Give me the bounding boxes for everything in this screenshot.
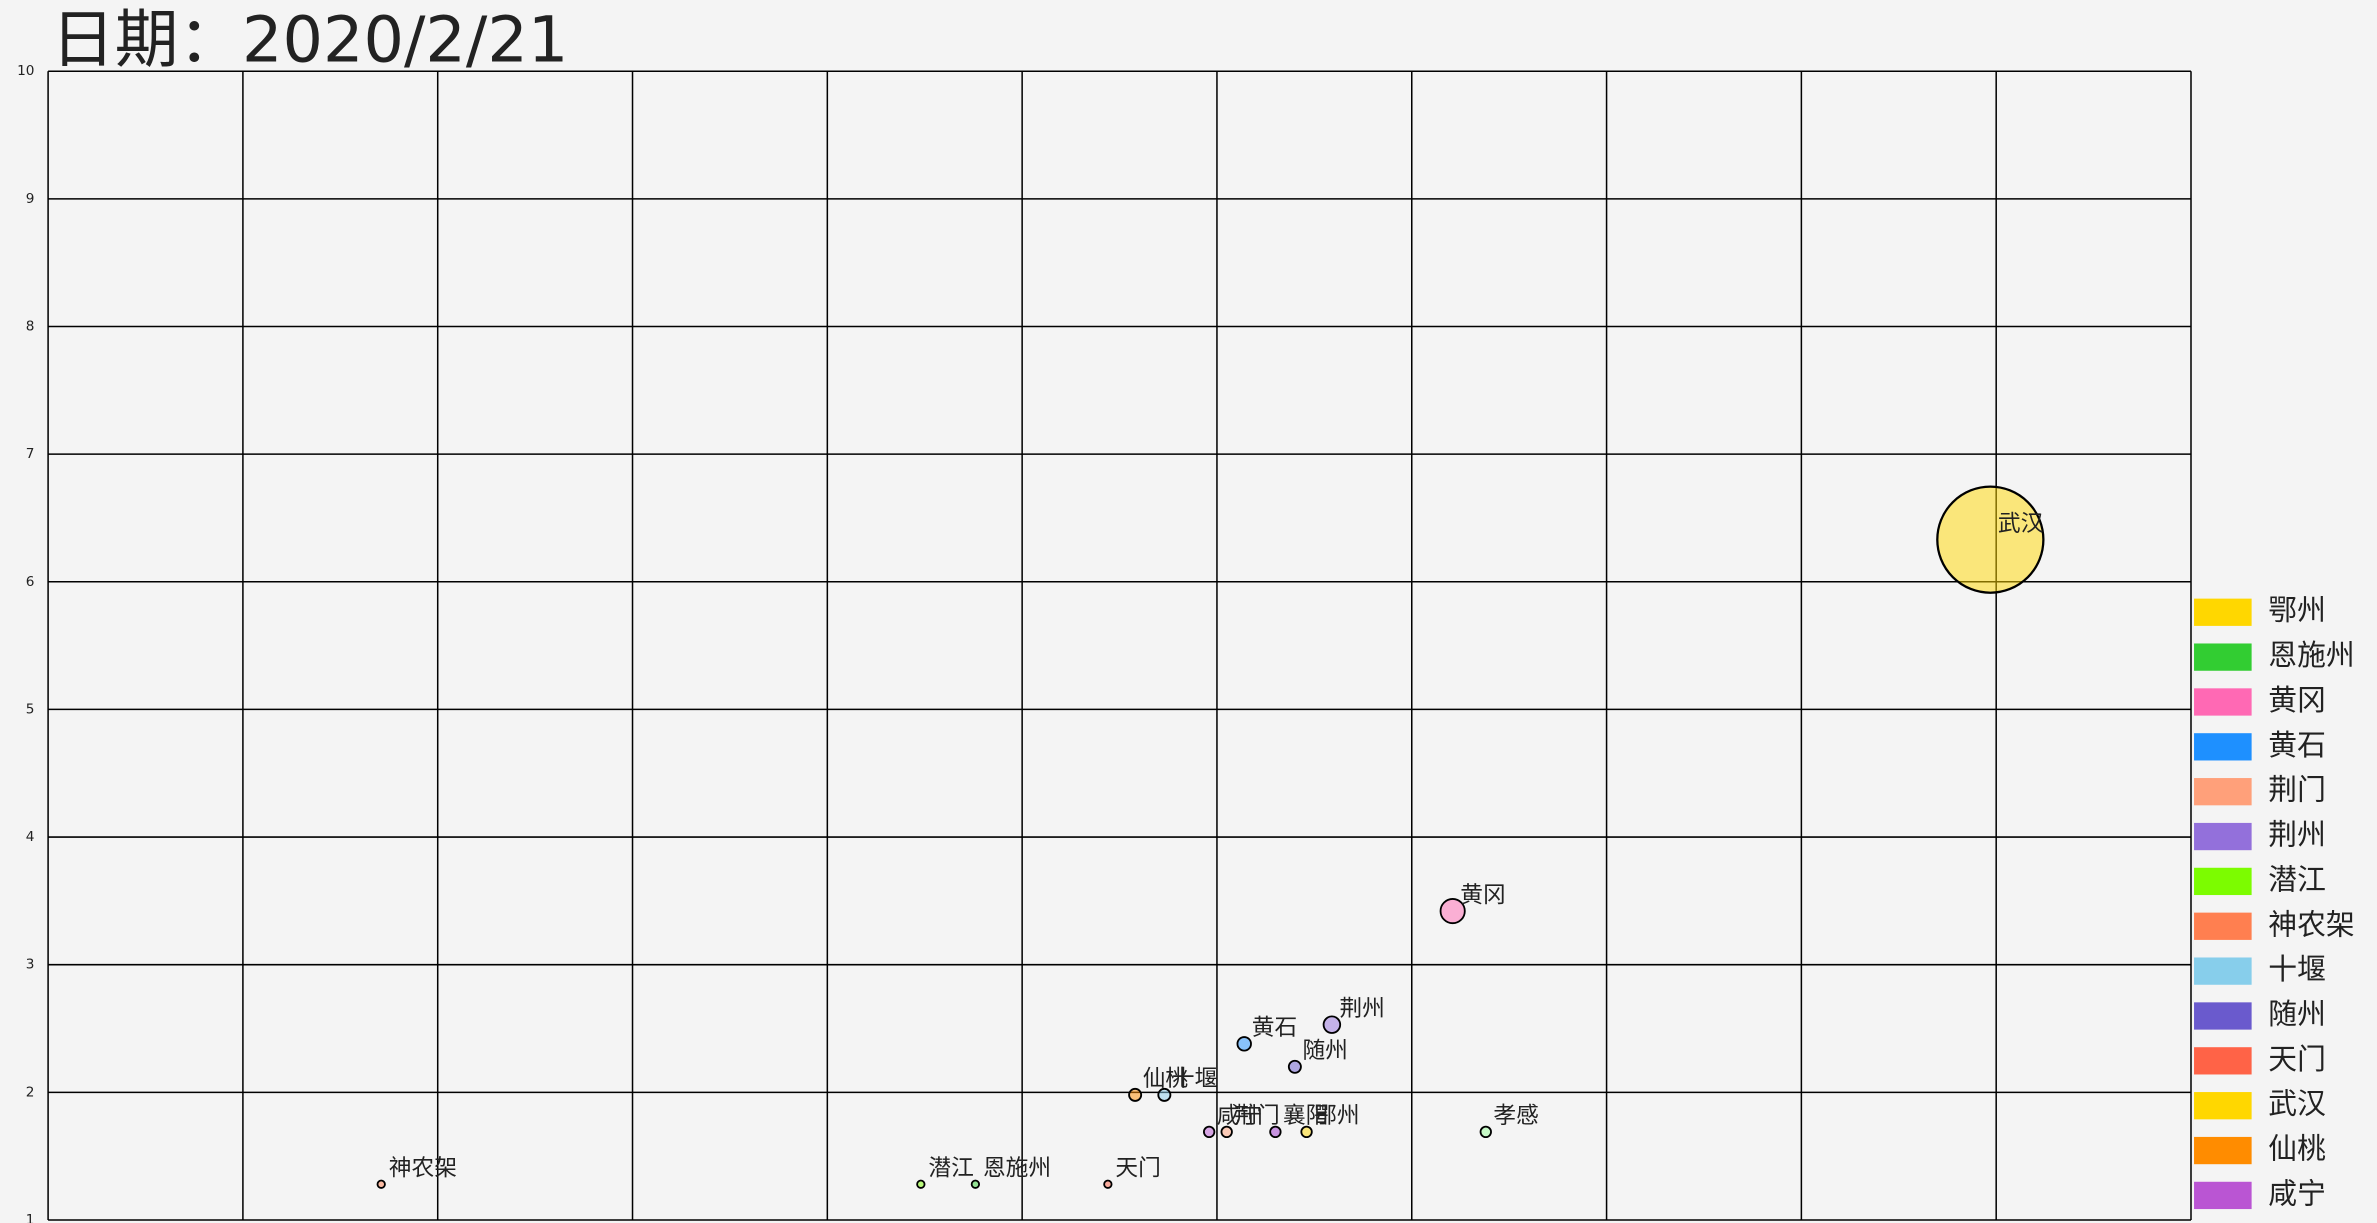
point-label: 天门 bbox=[1115, 1156, 1160, 1182]
legend-label: 黄石 bbox=[2268, 728, 2326, 762]
bubble bbox=[1322, 1015, 1342, 1034]
point-label: 恩施州 bbox=[983, 1156, 1051, 1182]
bubble bbox=[1439, 898, 1466, 925]
point-label: 十堰 bbox=[1172, 1066, 1217, 1092]
point-label: 神农架 bbox=[389, 1156, 457, 1182]
y-tick-label: 7 bbox=[26, 446, 35, 462]
legend-label: 仙桃 bbox=[2268, 1132, 2326, 1166]
legend-label: 天门 bbox=[2268, 1042, 2326, 1076]
legend-label: 恩施州 bbox=[2268, 638, 2354, 672]
bubble bbox=[376, 1179, 386, 1189]
y-tick-label: 1 bbox=[26, 1212, 35, 1223]
legend-swatch bbox=[2194, 598, 2252, 626]
point-label: 鄂州 bbox=[1314, 1103, 1359, 1129]
legend-label: 荆门 bbox=[2268, 773, 2326, 807]
y-tick-label: 3 bbox=[26, 957, 35, 973]
point-label: 咸宁 bbox=[1217, 1103, 1262, 1129]
background bbox=[4, 0, 2373, 1223]
bubble bbox=[1287, 1059, 1302, 1074]
legend-label: 十堰 bbox=[2268, 952, 2326, 986]
point-label: 黄冈 bbox=[1460, 882, 1505, 908]
legend-label: 随州 bbox=[2268, 997, 2326, 1031]
point-label: 武汉 bbox=[1998, 511, 2044, 537]
y-tick-label: 5 bbox=[26, 701, 35, 717]
point-label: 随州 bbox=[1302, 1038, 1347, 1064]
legend-swatch bbox=[2194, 643, 2252, 671]
legend-label: 黄冈 bbox=[2268, 683, 2326, 717]
legend-label: 咸宁 bbox=[2268, 1176, 2326, 1210]
chart-title: 日期：2020/2/21 bbox=[51, 4, 568, 78]
point-label: 襄阳 bbox=[1283, 1103, 1328, 1129]
bubble bbox=[1269, 1125, 1282, 1139]
legend-swatch bbox=[2194, 1181, 2252, 1210]
legend-label: 襄阳 bbox=[2268, 1221, 2326, 1223]
point-label: 荆州 bbox=[1339, 996, 1384, 1022]
bubble bbox=[1157, 1087, 1172, 1102]
legend-swatch bbox=[2194, 1136, 2252, 1165]
y-tick-label: 4 bbox=[26, 829, 35, 845]
y-tick-label: 8 bbox=[26, 319, 35, 335]
legend-swatch bbox=[2194, 822, 2252, 851]
bubble bbox=[1300, 1125, 1313, 1139]
y-tick-label: 6 bbox=[26, 574, 35, 590]
point-label: 孝感 bbox=[1493, 1103, 1538, 1129]
bubble bbox=[1128, 1087, 1143, 1102]
legend-label: 鄂州 bbox=[2268, 593, 2326, 627]
point-label: 潜江 bbox=[928, 1156, 973, 1182]
legend-swatch bbox=[2194, 957, 2252, 985]
point-label: 荆门 bbox=[1234, 1103, 1279, 1129]
point-label: 仙桃 bbox=[1143, 1066, 1189, 1092]
legend-swatch bbox=[2194, 778, 2252, 806]
bubble bbox=[1103, 1179, 1113, 1189]
legend-label: 武汉 bbox=[2268, 1087, 2326, 1121]
bubble bbox=[916, 1179, 926, 1189]
legend-swatch bbox=[2194, 1002, 2252, 1030]
bubble bbox=[1236, 1036, 1252, 1052]
bubble bbox=[1220, 1125, 1233, 1139]
legend-label: 荆州 bbox=[2268, 818, 2326, 852]
legend-swatch bbox=[2194, 867, 2252, 896]
legend-label: 神农架 bbox=[2268, 907, 2354, 941]
y-tick-label: 9 bbox=[26, 191, 35, 207]
bubble bbox=[1202, 1125, 1216, 1139]
bubble bbox=[1479, 1125, 1492, 1139]
legend-swatch bbox=[2194, 688, 2252, 716]
y-tick-label: 10 bbox=[17, 63, 34, 79]
legend-label: 潜江 bbox=[2268, 862, 2326, 896]
bubble bbox=[1936, 485, 2045, 594]
bubble bbox=[970, 1179, 981, 1189]
legend-swatch bbox=[2194, 912, 2252, 940]
legend-swatch bbox=[2194, 1092, 2252, 1120]
y-tick-label: 2 bbox=[26, 1084, 35, 1100]
point-label: 黄石 bbox=[1252, 1015, 1297, 1041]
legend-swatch bbox=[2194, 1047, 2252, 1075]
legend-swatch bbox=[2194, 733, 2252, 761]
